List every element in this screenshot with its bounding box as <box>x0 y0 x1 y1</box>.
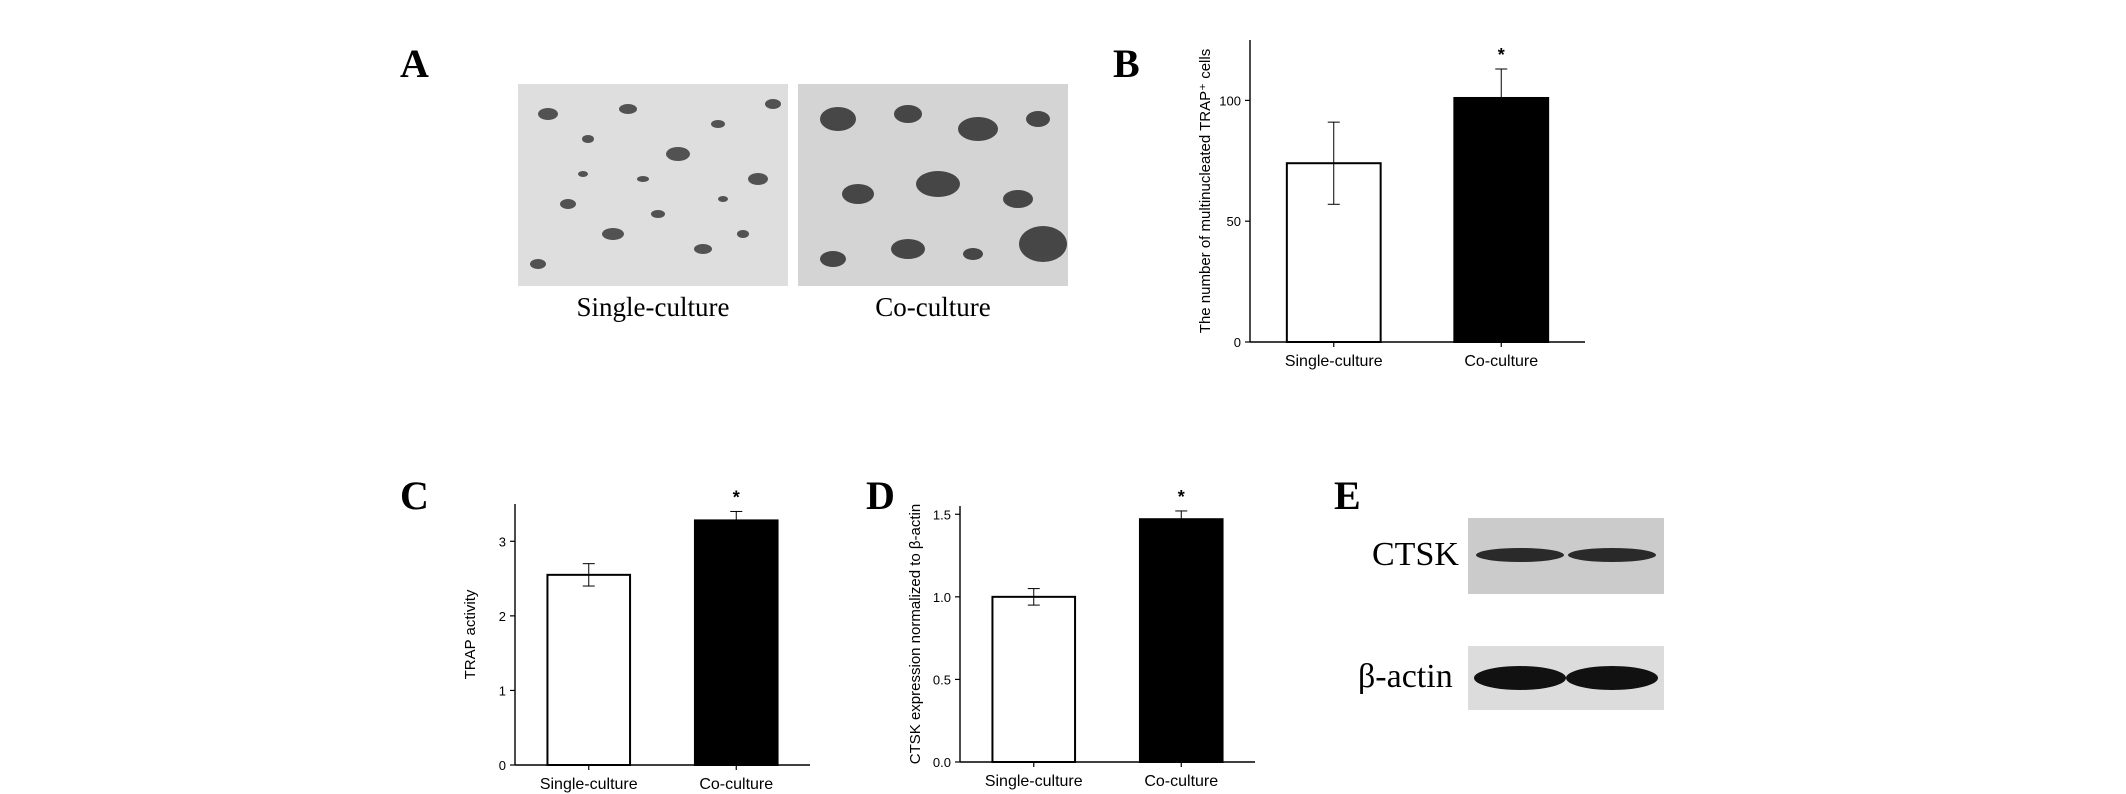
micrograph-co-culture-image <box>798 84 1068 286</box>
panel-b-letter: B <box>1113 41 1140 86</box>
significance-marker: * <box>1178 487 1185 507</box>
western-blot-beta-actin-image <box>1468 646 1664 710</box>
western-blot-beta-actin <box>1468 646 1664 710</box>
panel-c-letter: C <box>400 473 429 518</box>
y-tick-label: 0 <box>1234 335 1241 350</box>
panel-e-letter: E <box>1334 473 1361 518</box>
bar <box>991 595 1077 763</box>
x-tick-label: Single-culture <box>1285 353 1383 370</box>
micrograph-caption-co: Co-culture <box>875 292 991 322</box>
y-tick-label: 0.5 <box>933 672 951 687</box>
y-tick-label: 0 <box>499 758 506 773</box>
western-blot-ctsk <box>1468 518 1664 594</box>
x-tick-label: Single-culture <box>540 776 638 793</box>
x-tick-label: Co-culture <box>1144 773 1218 790</box>
chart-panel-c: 0 1 2 3 TRAP activity Single-culture Co-cultur… <box>462 487 810 793</box>
micrograph-single-culture-image <box>518 84 788 286</box>
bar <box>693 519 779 766</box>
y-axis-label: The number of multinucleated TRAP⁺ cells <box>1197 49 1214 333</box>
micrograph-caption-single: Single-culture <box>576 292 730 322</box>
micrograph-single-culture <box>518 84 788 286</box>
y-tick-label: 100 <box>1219 93 1241 108</box>
panel-a-letter: A <box>400 41 429 86</box>
micrograph-co-culture <box>798 84 1068 286</box>
x-tick-label: Single-culture <box>985 773 1083 790</box>
y-axis-label: TRAP activity <box>462 589 479 679</box>
significance-marker: * <box>733 487 740 507</box>
x-tick-label: Co-culture <box>1464 353 1538 370</box>
bar <box>546 573 632 767</box>
y-tick-label: 50 <box>1227 214 1241 229</box>
chart-panel-b: 0 50 100 The number of multinucleated TRAP⁺… <box>1197 40 1585 370</box>
bar <box>1453 96 1550 344</box>
y-tick-label: 2 <box>499 609 506 624</box>
blot-label-ctsk: CTSK <box>1372 536 1459 573</box>
y-tick-label: 3 <box>499 534 506 549</box>
x-tick-label: Co-culture <box>699 776 773 793</box>
y-tick-label: 0.0 <box>933 755 951 770</box>
y-tick-label: 1.0 <box>933 590 951 605</box>
bar <box>1138 518 1224 763</box>
y-tick-label: 1 <box>499 683 506 698</box>
y-axis-label: CTSK expression normalized to β-actin <box>907 504 924 764</box>
panel-d-letter: D <box>866 473 895 518</box>
western-blot-ctsk-image <box>1468 518 1664 594</box>
chart-panel-d: 0.0 0.5 1.0 1.5 CTSK expression normalized t… <box>907 487 1255 790</box>
blot-label-beta-actin: β-actin <box>1358 658 1453 695</box>
significance-marker: * <box>1498 45 1505 65</box>
y-tick-label: 1.5 <box>933 507 951 522</box>
